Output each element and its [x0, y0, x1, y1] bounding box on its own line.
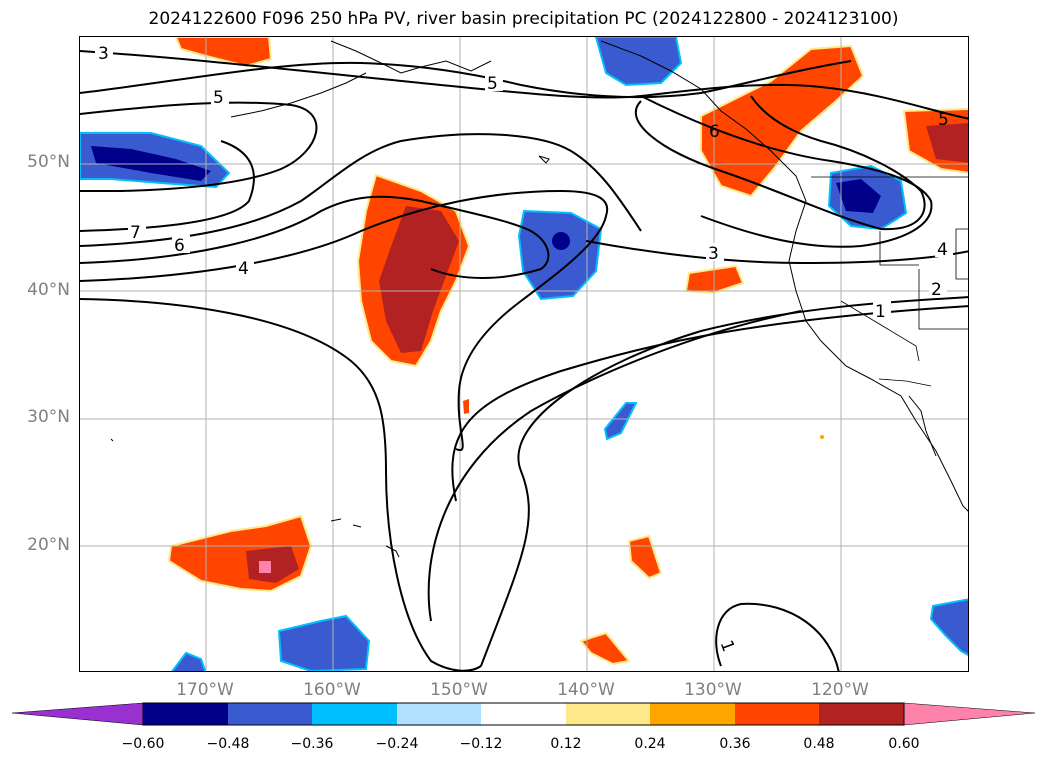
lon-label-140w: 140°W [557, 680, 615, 700]
colorbar-segment [312, 703, 397, 725]
contour-label: 6 [174, 236, 185, 256]
contour-label: 1 [716, 638, 738, 655]
colorbar-tick: −0.60 [121, 736, 165, 752]
gridlines [80, 37, 968, 671]
colorbar-tick: −0.36 [290, 736, 334, 752]
contour-labels: 3 5 5 7 6 4 6 3 4 2 1 1 5 [95, 43, 953, 655]
colorbar-segment [397, 703, 481, 725]
colorbar-segment [143, 703, 228, 725]
colorbar-tick: 0.60 [888, 736, 920, 752]
lat-label-50n: 50°N [27, 152, 70, 172]
contour-label: 1 [875, 302, 886, 322]
contour-label: 2 [931, 280, 942, 300]
colorbar-under-triangle [11, 702, 144, 726]
colorbar-segment [650, 703, 735, 725]
colorbar-tick: −0.12 [459, 736, 503, 752]
pv-contours [80, 50, 968, 671]
colorbar [11, 702, 1036, 726]
colorbar-tick: 0.24 [634, 736, 666, 752]
colorbar-segment [481, 703, 566, 725]
contour-label: 5 [487, 74, 498, 94]
borders [811, 176, 968, 387]
contour-label: 3 [98, 44, 109, 64]
contour-label: 5 [938, 110, 949, 130]
colorbar-over-triangle [903, 702, 1036, 726]
colorbar-tick: 0.48 [803, 736, 835, 752]
map-svg: 3 5 5 7 6 4 6 3 4 2 1 1 5 [80, 37, 968, 671]
contour-label: 3 [708, 244, 719, 264]
lon-label-160w: 160°W [303, 680, 361, 700]
contour-label: 7 [130, 223, 141, 243]
precip-shading [80, 37, 968, 671]
colorbar-segment [566, 703, 650, 725]
colorbar-tick: −0.48 [206, 736, 250, 752]
lon-label-150w: 150°W [430, 680, 488, 700]
lon-label-120w: 120°W [811, 680, 869, 700]
lon-label-170w: 170°W [176, 680, 234, 700]
colorbar-segment [228, 703, 312, 725]
lat-label-30n: 30°N [27, 407, 70, 427]
lon-label-130w: 130°W [684, 680, 742, 700]
lat-label-40n: 40°N [27, 280, 70, 300]
contour-label: 4 [937, 240, 948, 260]
colorbar-segment [819, 703, 904, 725]
map-title: 2024122600 F096 250 hPa PV, river basin … [148, 9, 899, 29]
lat-label-20n: 20°N [27, 535, 70, 555]
map-panel: 3 5 5 7 6 4 6 3 4 2 1 1 5 [79, 36, 969, 672]
contour-label: 6 [709, 122, 720, 142]
colorbar-tick: −0.24 [375, 736, 419, 752]
contour-label: 5 [213, 88, 224, 108]
contour-label: 4 [238, 259, 249, 279]
colorbar-tick: 0.12 [550, 736, 582, 752]
colorbar-tick: 0.36 [719, 736, 751, 752]
colorbar-segment [735, 703, 819, 725]
coastlines [110, 40, 968, 558]
